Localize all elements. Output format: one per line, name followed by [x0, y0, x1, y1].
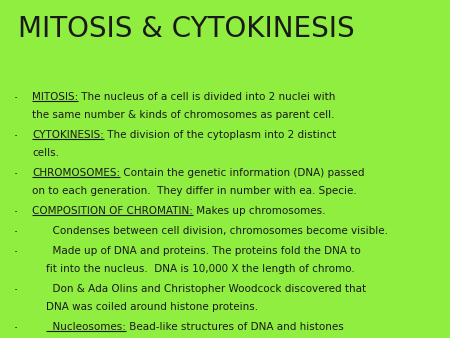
Text: ·: ·	[14, 206, 18, 219]
Text: DNA was coiled around histone proteins.: DNA was coiled around histone proteins.	[46, 302, 258, 312]
Text: Made up of DNA and proteins. The proteins fold the DNA to: Made up of DNA and proteins. The protein…	[46, 246, 361, 256]
Text: MITOSIS & CYTOKINESIS: MITOSIS & CYTOKINESIS	[18, 15, 355, 43]
Text: ·: ·	[14, 130, 18, 143]
Text: ·: ·	[14, 284, 18, 297]
Text: ·: ·	[14, 226, 18, 239]
Text: CHROMOSOMES:: CHROMOSOMES:	[32, 168, 120, 178]
Text: Nucleosomes:: Nucleosomes:	[46, 322, 126, 332]
Text: MITOSIS:: MITOSIS:	[32, 92, 78, 102]
Text: Condenses between cell division, chromosomes become visible.: Condenses between cell division, chromos…	[46, 226, 388, 236]
Text: ·: ·	[14, 168, 18, 181]
Text: Bead-like structures of DNA and histones: Bead-like structures of DNA and histones	[126, 322, 344, 332]
Text: cells.: cells.	[32, 148, 59, 158]
Text: COMPOSITION OF CHROMATIN:: COMPOSITION OF CHROMATIN:	[32, 206, 193, 216]
Text: ·: ·	[14, 322, 18, 335]
Text: ·: ·	[14, 246, 18, 259]
Text: Don & Ada Olins and Christopher Woodcock discovered that: Don & Ada Olins and Christopher Woodcock…	[46, 284, 366, 294]
Text: on to each generation.  They differ in number with ea. Specie.: on to each generation. They differ in nu…	[32, 186, 357, 196]
Text: Contain the genetic information (DNA) passed: Contain the genetic information (DNA) pa…	[120, 168, 364, 178]
Text: Makes up chromosomes.: Makes up chromosomes.	[193, 206, 325, 216]
Text: fit into the nucleus.  DNA is 10,000 X the length of chromo.: fit into the nucleus. DNA is 10,000 X th…	[46, 264, 355, 274]
Text: The division of the cytoplasm into 2 distinct: The division of the cytoplasm into 2 dis…	[104, 130, 336, 140]
Text: ·: ·	[14, 92, 18, 105]
Text: CYTOKINESIS:: CYTOKINESIS:	[32, 130, 104, 140]
Text: the same number & kinds of chromosomes as parent cell.: the same number & kinds of chromosomes a…	[32, 110, 334, 120]
Text: The nucleus of a cell is divided into 2 nuclei with: The nucleus of a cell is divided into 2 …	[78, 92, 336, 102]
